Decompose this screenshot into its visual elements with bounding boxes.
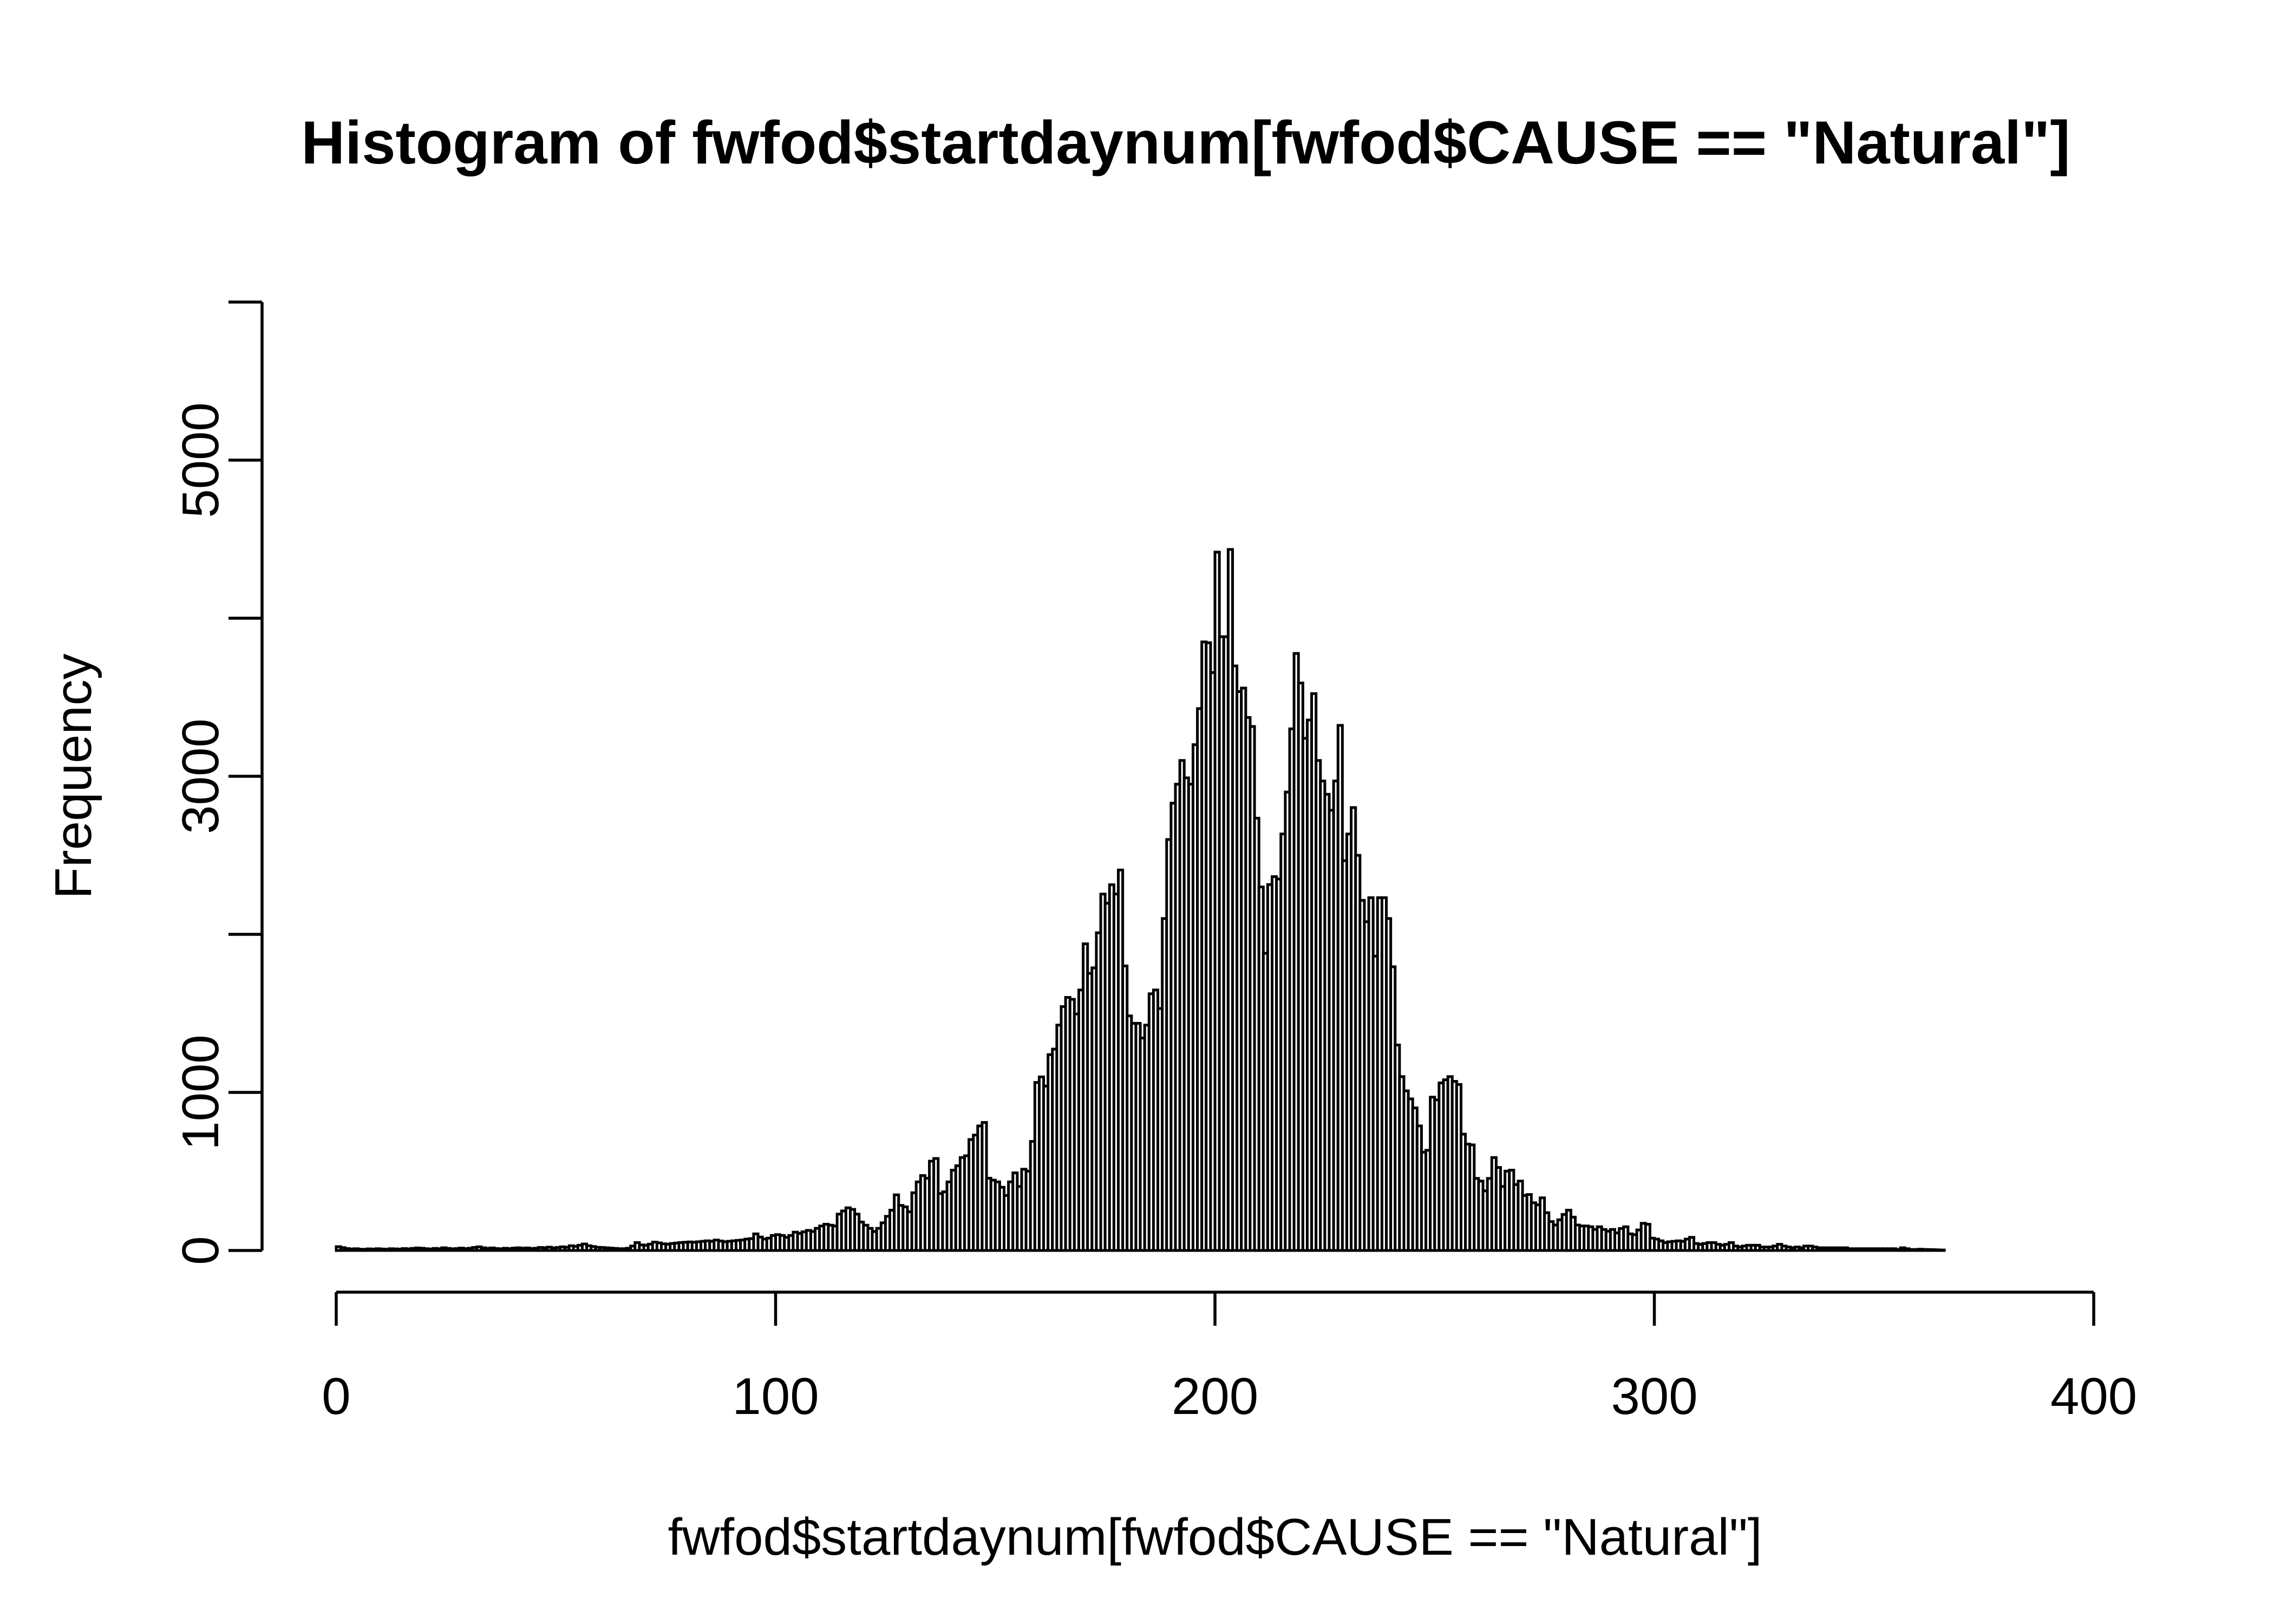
- histogram-bars: [335, 548, 1946, 1252]
- chart-title: Histogram of fwfod$startdaynum[fwfod$CAU…: [301, 109, 2070, 176]
- x-tick-label: 100: [732, 1367, 819, 1425]
- x-tick-label: 0: [322, 1367, 350, 1425]
- y-tick-label: 0: [172, 1236, 230, 1265]
- x-tick-label: 300: [1611, 1367, 1697, 1425]
- y-axis-title: Frequency: [44, 653, 102, 899]
- y-tick-label: 1000: [172, 1034, 230, 1150]
- y-tick-label: 5000: [172, 402, 230, 518]
- y-tick-label: 3000: [172, 718, 230, 834]
- x-tick-label: 200: [1172, 1367, 1258, 1425]
- x-axis-title: fwfod$startdaynum[fwfod$CAUSE == "Natura…: [668, 1508, 1762, 1566]
- x-tick-label: 400: [2050, 1367, 2137, 1425]
- axes: 0 1000 3000 5000 0 100 200 300 400: [172, 300, 2137, 1425]
